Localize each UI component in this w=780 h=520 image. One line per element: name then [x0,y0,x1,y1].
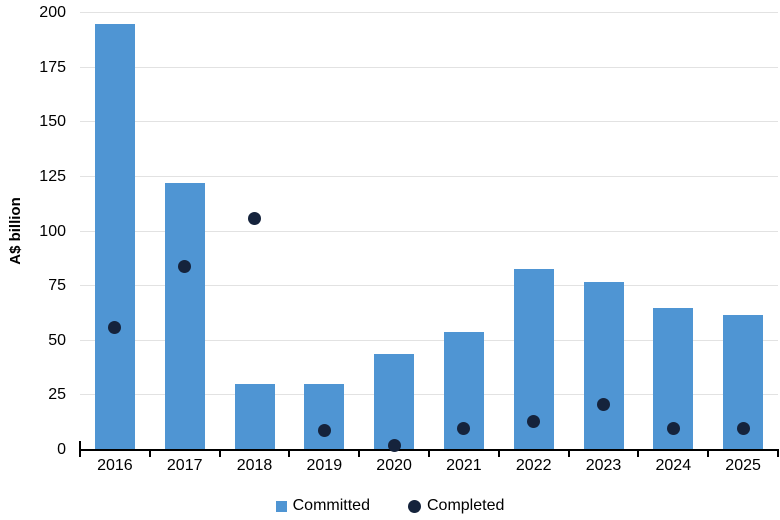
x-tick-label-2017: 2017 [166,457,203,474]
x-tick-label-2018: 2018 [236,457,273,474]
completed-dot-2023 [597,397,610,411]
x-tick-label-2019: 2019 [306,457,343,474]
bar-2020 [374,353,415,450]
y-tick-label: 125 [39,168,66,185]
completed-dot-2024 [666,421,680,435]
y-tick-label: 50 [48,332,66,349]
completed-dot-2018 [248,211,261,225]
x-axis-tick [428,451,430,457]
y-tick-label: 0 [57,441,66,458]
completed-dot-2021 [457,421,471,435]
x-tick-label-2016: 2016 [97,457,133,474]
x-axis-tick [148,451,151,457]
bar-2023 [583,281,624,450]
completed-dot-swatch-icon [407,499,421,513]
gridline [80,285,778,286]
gridline [80,231,778,232]
x-axis-end-tick [79,441,81,449]
legend-item-completed: Completed [407,497,505,515]
y-tick-label: 200 [39,4,66,21]
y-tick-label: 25 [48,386,66,403]
gridline [80,176,778,177]
bar-2016 [94,23,135,450]
bar-2019 [304,384,345,450]
x-tick-label-2023: 2023 [585,457,622,474]
bar-2017 [164,183,205,450]
x-axis-tick [707,451,710,457]
x-tick-label-2021: 2021 [446,457,482,474]
gridline [80,67,778,68]
y-tick-label: 150 [39,113,66,130]
x-axis-tick [637,451,640,457]
legend: Committed Completed [0,495,780,517]
legend-item-committed: Committed [275,497,370,515]
gridline [80,121,778,122]
x-axis-tick [358,451,361,457]
committed-bar-swatch-icon [275,500,287,512]
gridline [80,340,778,341]
y-tick-label: 175 [39,59,66,76]
x-axis-tick [777,451,779,457]
x-axis-tick [218,451,221,457]
x-tick-label-2020: 2020 [376,457,412,474]
x-axis-tick [79,451,81,457]
legend-label-committed: Committed [292,497,370,514]
y-tick-label: 100 [39,223,66,240]
x-axis-tick [567,451,570,457]
y-tick-label: 75 [48,277,66,294]
legend-label-completed: Completed [426,497,505,514]
completed-dot-2020 [387,439,401,453]
x-axis-tick [497,451,500,457]
gridline [80,12,778,13]
completed-dot-2016 [108,321,122,335]
completed-dot-2019 [317,423,331,437]
x-tick-label-2024: 2024 [655,457,692,474]
completed-dot-2022 [527,415,541,429]
x-tick-label-2025: 2025 [725,457,761,474]
gridline [80,394,778,395]
x-axis-tick [288,451,291,457]
completed-dot-2017 [178,259,192,273]
completed-dot-2025 [736,421,750,435]
x-tick-label-2022: 2022 [515,457,552,474]
bar-2018 [234,384,275,450]
x-axis-line [79,449,779,451]
